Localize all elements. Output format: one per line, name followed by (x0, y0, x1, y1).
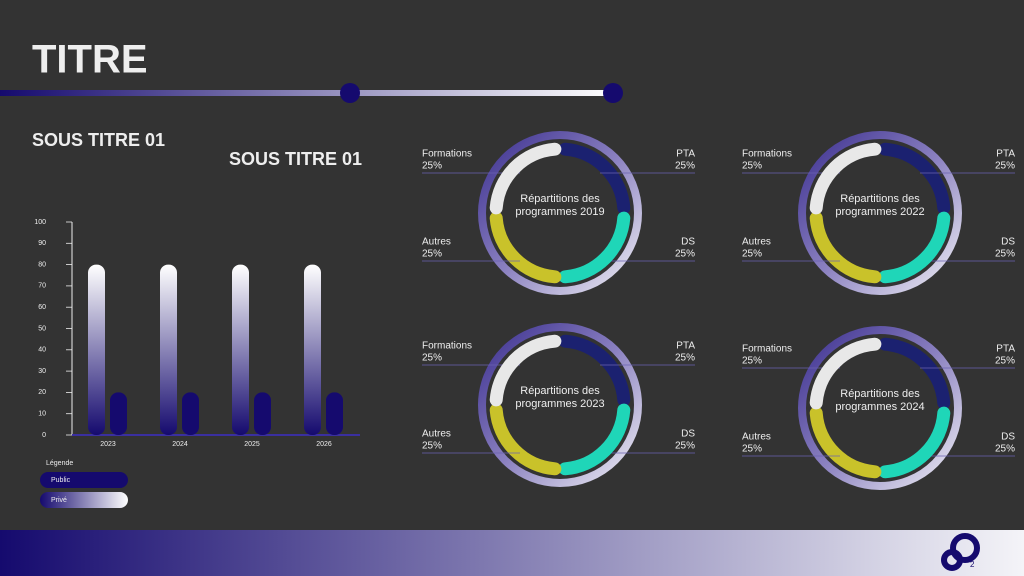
slice-value: 25% (995, 444, 1015, 455)
slice-value: 25% (742, 249, 762, 260)
slice-label: PTA (996, 149, 1015, 160)
slice-value: 25% (422, 353, 442, 364)
bar (88, 264, 105, 435)
slice-value: 25% (422, 161, 442, 172)
bar (160, 264, 177, 435)
y-tick-label: 60 (38, 304, 46, 311)
slice-label: DS (1001, 432, 1015, 443)
outer-ring (798, 326, 962, 490)
donut-title: Répartitions des programmes 2024 (835, 388, 925, 413)
legend-swatch (40, 492, 128, 508)
donut-slice (809, 337, 882, 410)
legend-label: Public (51, 477, 71, 484)
donut-title: Répartitions des programmes 2022 (835, 193, 925, 218)
donut-slice (558, 142, 631, 215)
donut-title: Répartitions des programmes 2023 (515, 385, 605, 410)
bar (326, 392, 343, 435)
slide-title: TITRE (32, 38, 148, 82)
slice-label: Formations (422, 149, 472, 160)
footer-band (0, 530, 1024, 576)
donut-slice (809, 406, 882, 479)
donut-slice (809, 211, 882, 284)
slice-label: DS (1001, 237, 1015, 248)
donut-slice (878, 142, 951, 215)
donut-slice (489, 403, 562, 476)
y-tick-label: 90 (38, 240, 46, 247)
outer-ring (478, 131, 642, 295)
subtitle: SOUS TITRE 01 (32, 130, 165, 150)
page-number: 2 (970, 560, 975, 569)
rule-dot (340, 83, 360, 103)
y-tick-label: 70 (38, 283, 46, 290)
rule-dot (603, 83, 623, 103)
slice-value: 25% (675, 161, 695, 172)
bar (254, 392, 271, 435)
x-tick-label: 2023 (100, 441, 116, 448)
slice-value: 25% (675, 441, 695, 452)
slice-value: 25% (742, 161, 762, 172)
slice-label: PTA (676, 149, 695, 160)
logo (941, 533, 980, 571)
y-tick-label: 20 (38, 389, 46, 396)
y-tick-label: 10 (38, 411, 46, 418)
slice-label: Formations (422, 341, 472, 352)
slice-label: Formations (742, 344, 792, 355)
bar (182, 392, 199, 435)
donut-slice (878, 337, 951, 410)
y-tick-label: 30 (38, 368, 46, 375)
slice-label: Autres (422, 429, 451, 440)
slice-value: 25% (742, 444, 762, 455)
slice-label: Autres (742, 237, 771, 248)
donut-slice (558, 211, 631, 284)
outer-ring (478, 323, 642, 487)
legend-title: Légende (46, 460, 73, 467)
donut-slice (489, 334, 562, 407)
slice-label: DS (681, 237, 695, 248)
y-tick-label: 100 (34, 219, 46, 226)
slice-value: 25% (422, 249, 442, 260)
donut-slice (489, 142, 562, 215)
donut-slice (878, 406, 951, 479)
legend-swatch (40, 472, 128, 488)
y-tick-label: 40 (38, 347, 46, 354)
bar (232, 264, 249, 435)
y-tick-label: 0 (42, 432, 46, 439)
x-tick-label: 2026 (316, 441, 332, 448)
slice-value: 25% (675, 353, 695, 364)
slice-label: Autres (422, 237, 451, 248)
slice-value: 25% (422, 441, 442, 452)
donut-title: Répartitions des programmes 2019 (515, 193, 605, 218)
donut-slice (809, 142, 882, 215)
legend-label: Privé (51, 497, 67, 504)
slice-label: Autres (742, 432, 771, 443)
donut-slice (558, 403, 631, 476)
header-rule (0, 90, 612, 96)
slice-value: 25% (742, 356, 762, 367)
subtitle: SOUS TITRE 01 (229, 149, 362, 169)
slice-label: DS (681, 429, 695, 440)
outer-ring (798, 131, 962, 295)
x-tick-label: 2025 (244, 441, 260, 448)
donut-slice (489, 211, 562, 284)
slice-label: PTA (676, 341, 695, 352)
y-tick-label: 50 (38, 325, 46, 332)
donut-slice (558, 334, 631, 407)
slice-value: 25% (995, 161, 1015, 172)
bar (110, 392, 127, 435)
slice-label: PTA (996, 344, 1015, 355)
y-tick-label: 80 (38, 261, 46, 268)
slice-label: Formations (742, 149, 792, 160)
bar (304, 264, 321, 435)
slice-value: 25% (995, 356, 1015, 367)
slice-value: 25% (675, 249, 695, 260)
slice-value: 25% (995, 249, 1015, 260)
x-tick-label: 2024 (172, 441, 188, 448)
donut-slice (878, 211, 951, 284)
